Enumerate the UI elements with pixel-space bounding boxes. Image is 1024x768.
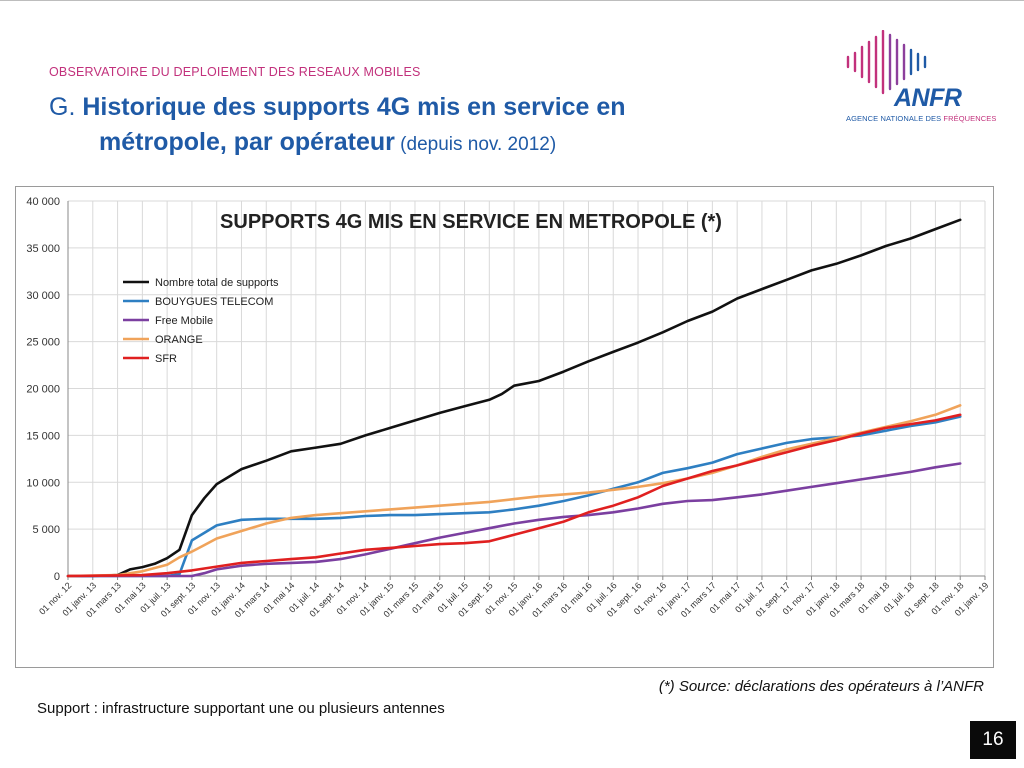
logo-sub-1: AGENCE NATIONALE DES xyxy=(846,114,944,123)
y-tick-label: 15 000 xyxy=(26,430,60,442)
page-title-line-1: G. Historique des supports 4G mis en ser… xyxy=(49,93,626,122)
y-tick-label: 40 000 xyxy=(26,196,60,208)
top-rule xyxy=(0,0,1024,1)
series-line-free-mobile xyxy=(66,462,962,578)
legend-label: Free Mobile xyxy=(155,315,213,327)
legend-label: Nombre total de supports xyxy=(155,277,279,289)
logo-sub-2: FRÉQUENCES xyxy=(943,114,997,123)
source-note: (*) Source: déclarations des opérateurs … xyxy=(658,678,984,695)
y-tick-label: 25 000 xyxy=(26,337,60,349)
y-tick-label: 20 000 xyxy=(26,384,60,396)
title-prefix: G. xyxy=(49,93,83,121)
series-line-nombre-total-de-supports xyxy=(66,218,962,578)
y-tick-label: 35 000 xyxy=(26,243,60,255)
support-definition: Support : infrastructure supportant une … xyxy=(37,700,445,717)
series-line-sfr xyxy=(66,413,962,578)
anfr-logo-waveform-icon xyxy=(846,30,927,95)
observatory-label: OBSERVATOIRE DU DEPLOIEMENT DES RESEAUX … xyxy=(49,65,421,79)
y-tick-label: 30 000 xyxy=(26,290,60,302)
legend-label: SFR xyxy=(155,353,177,365)
y-tick-label: 0 xyxy=(54,571,60,583)
title-bold-2: métropole, par opérateur xyxy=(99,128,395,156)
title-light: (depuis nov. 2012) xyxy=(394,134,557,155)
legend-label: BOUYGUES TELECOM xyxy=(155,296,273,308)
chart-title: SUPPORTS 4G MIS EN SERVICE EN METROPOLE … xyxy=(220,211,722,233)
logo-word: ANFR xyxy=(894,84,962,112)
title-bold-1: Historique des supports 4G mis en servic… xyxy=(82,93,626,121)
y-tick-label: 10 000 xyxy=(26,477,60,489)
y-tick-label: 5 000 xyxy=(32,524,60,536)
line-chart: 0 5 000 10 000 15 000 20 000 25 000 30 000 35 0… xyxy=(26,196,990,619)
page-number: 16 xyxy=(970,721,1016,759)
logo-subtitle: AGENCE NATIONALE DES FRÉQUENCES xyxy=(846,114,997,123)
legend-label: ORANGE xyxy=(155,334,203,346)
series-line-bouygues-telecom xyxy=(66,415,962,578)
page-title-line-2: métropole, par opérateur (depuis nov. 20… xyxy=(99,128,556,157)
series-line-orange xyxy=(66,404,962,578)
